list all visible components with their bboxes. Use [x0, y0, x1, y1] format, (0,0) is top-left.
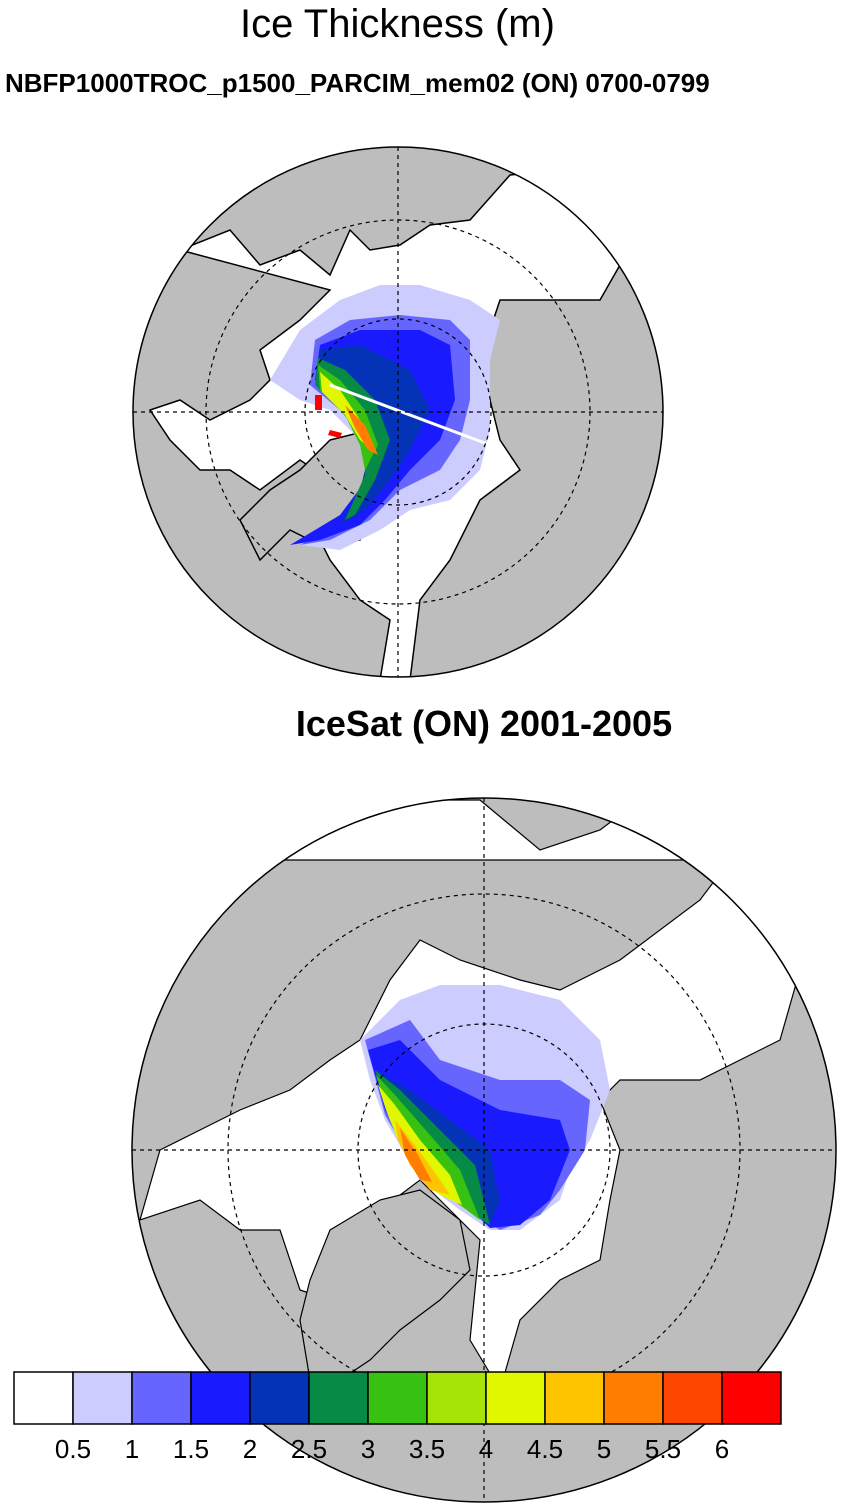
colorbar-box [367, 1371, 428, 1425]
colorbar-tick-label: 5.5 [644, 1434, 682, 1464]
map-panel-1 [133, 147, 663, 677]
ice-3-3.5 [376, 1075, 480, 1220]
ice-3.5-4.5 [378, 1085, 462, 1205]
colorbar-tick-label: 3 [360, 1434, 376, 1464]
ice-1.5-2 [368, 1040, 570, 1228]
colorbar-tick-label: 4.5 [526, 1434, 564, 1464]
colorbar-tick-label: 2.5 [290, 1434, 328, 1464]
colorbar-tick-label: 1 [124, 1434, 140, 1464]
ice-6plus [315, 395, 342, 438]
figure-title: Ice Thickness (m) [240, 2, 555, 46]
section-line [329, 383, 491, 447]
land-greenland [299, 1189, 471, 1381]
colorbar-tick-label: 1.5 [172, 1434, 210, 1464]
colorbar-tick-label: 3.5 [408, 1434, 446, 1464]
colorbar-box [721, 1371, 782, 1425]
map-1-border [132, 146, 664, 678]
colorbar-tick-label: 0.5 [54, 1434, 92, 1464]
colorbar-tick-label: 6 [714, 1434, 730, 1464]
panel-2-subtitle: IceSat (ON) 2001-2005 [295, 703, 673, 744]
colorbar-box [485, 1371, 546, 1425]
colorbar-box [308, 1371, 369, 1425]
colorbar-box [662, 1371, 723, 1425]
colorbar-tick-label: 4 [478, 1434, 494, 1464]
colorbar [13, 1371, 782, 1425]
ice-4.5-5.5 [395, 1120, 450, 1195]
colorbar-tick-label: 2 [242, 1434, 258, 1464]
colorbar-box [603, 1371, 664, 1425]
colorbar-box [544, 1371, 605, 1425]
ice-5.5plus [400, 1128, 432, 1182]
panel-1-subtitle: NBFP1000TROC_p1500_PARCIM_mem02 (ON) 070… [5, 68, 710, 98]
colorbar-box [190, 1371, 251, 1425]
colorbar-box [249, 1371, 310, 1425]
colorbar-box [13, 1371, 74, 1425]
map-2-border [131, 797, 837, 1503]
colorbar-box [131, 1371, 192, 1425]
map-panel-2 [132, 798, 836, 1502]
ice-5-6 [345, 405, 378, 455]
colorbar-tick-label: 5 [596, 1434, 612, 1464]
colorbar-box [426, 1371, 487, 1425]
graticule [133, 147, 663, 677]
colorbar-box [72, 1371, 133, 1425]
